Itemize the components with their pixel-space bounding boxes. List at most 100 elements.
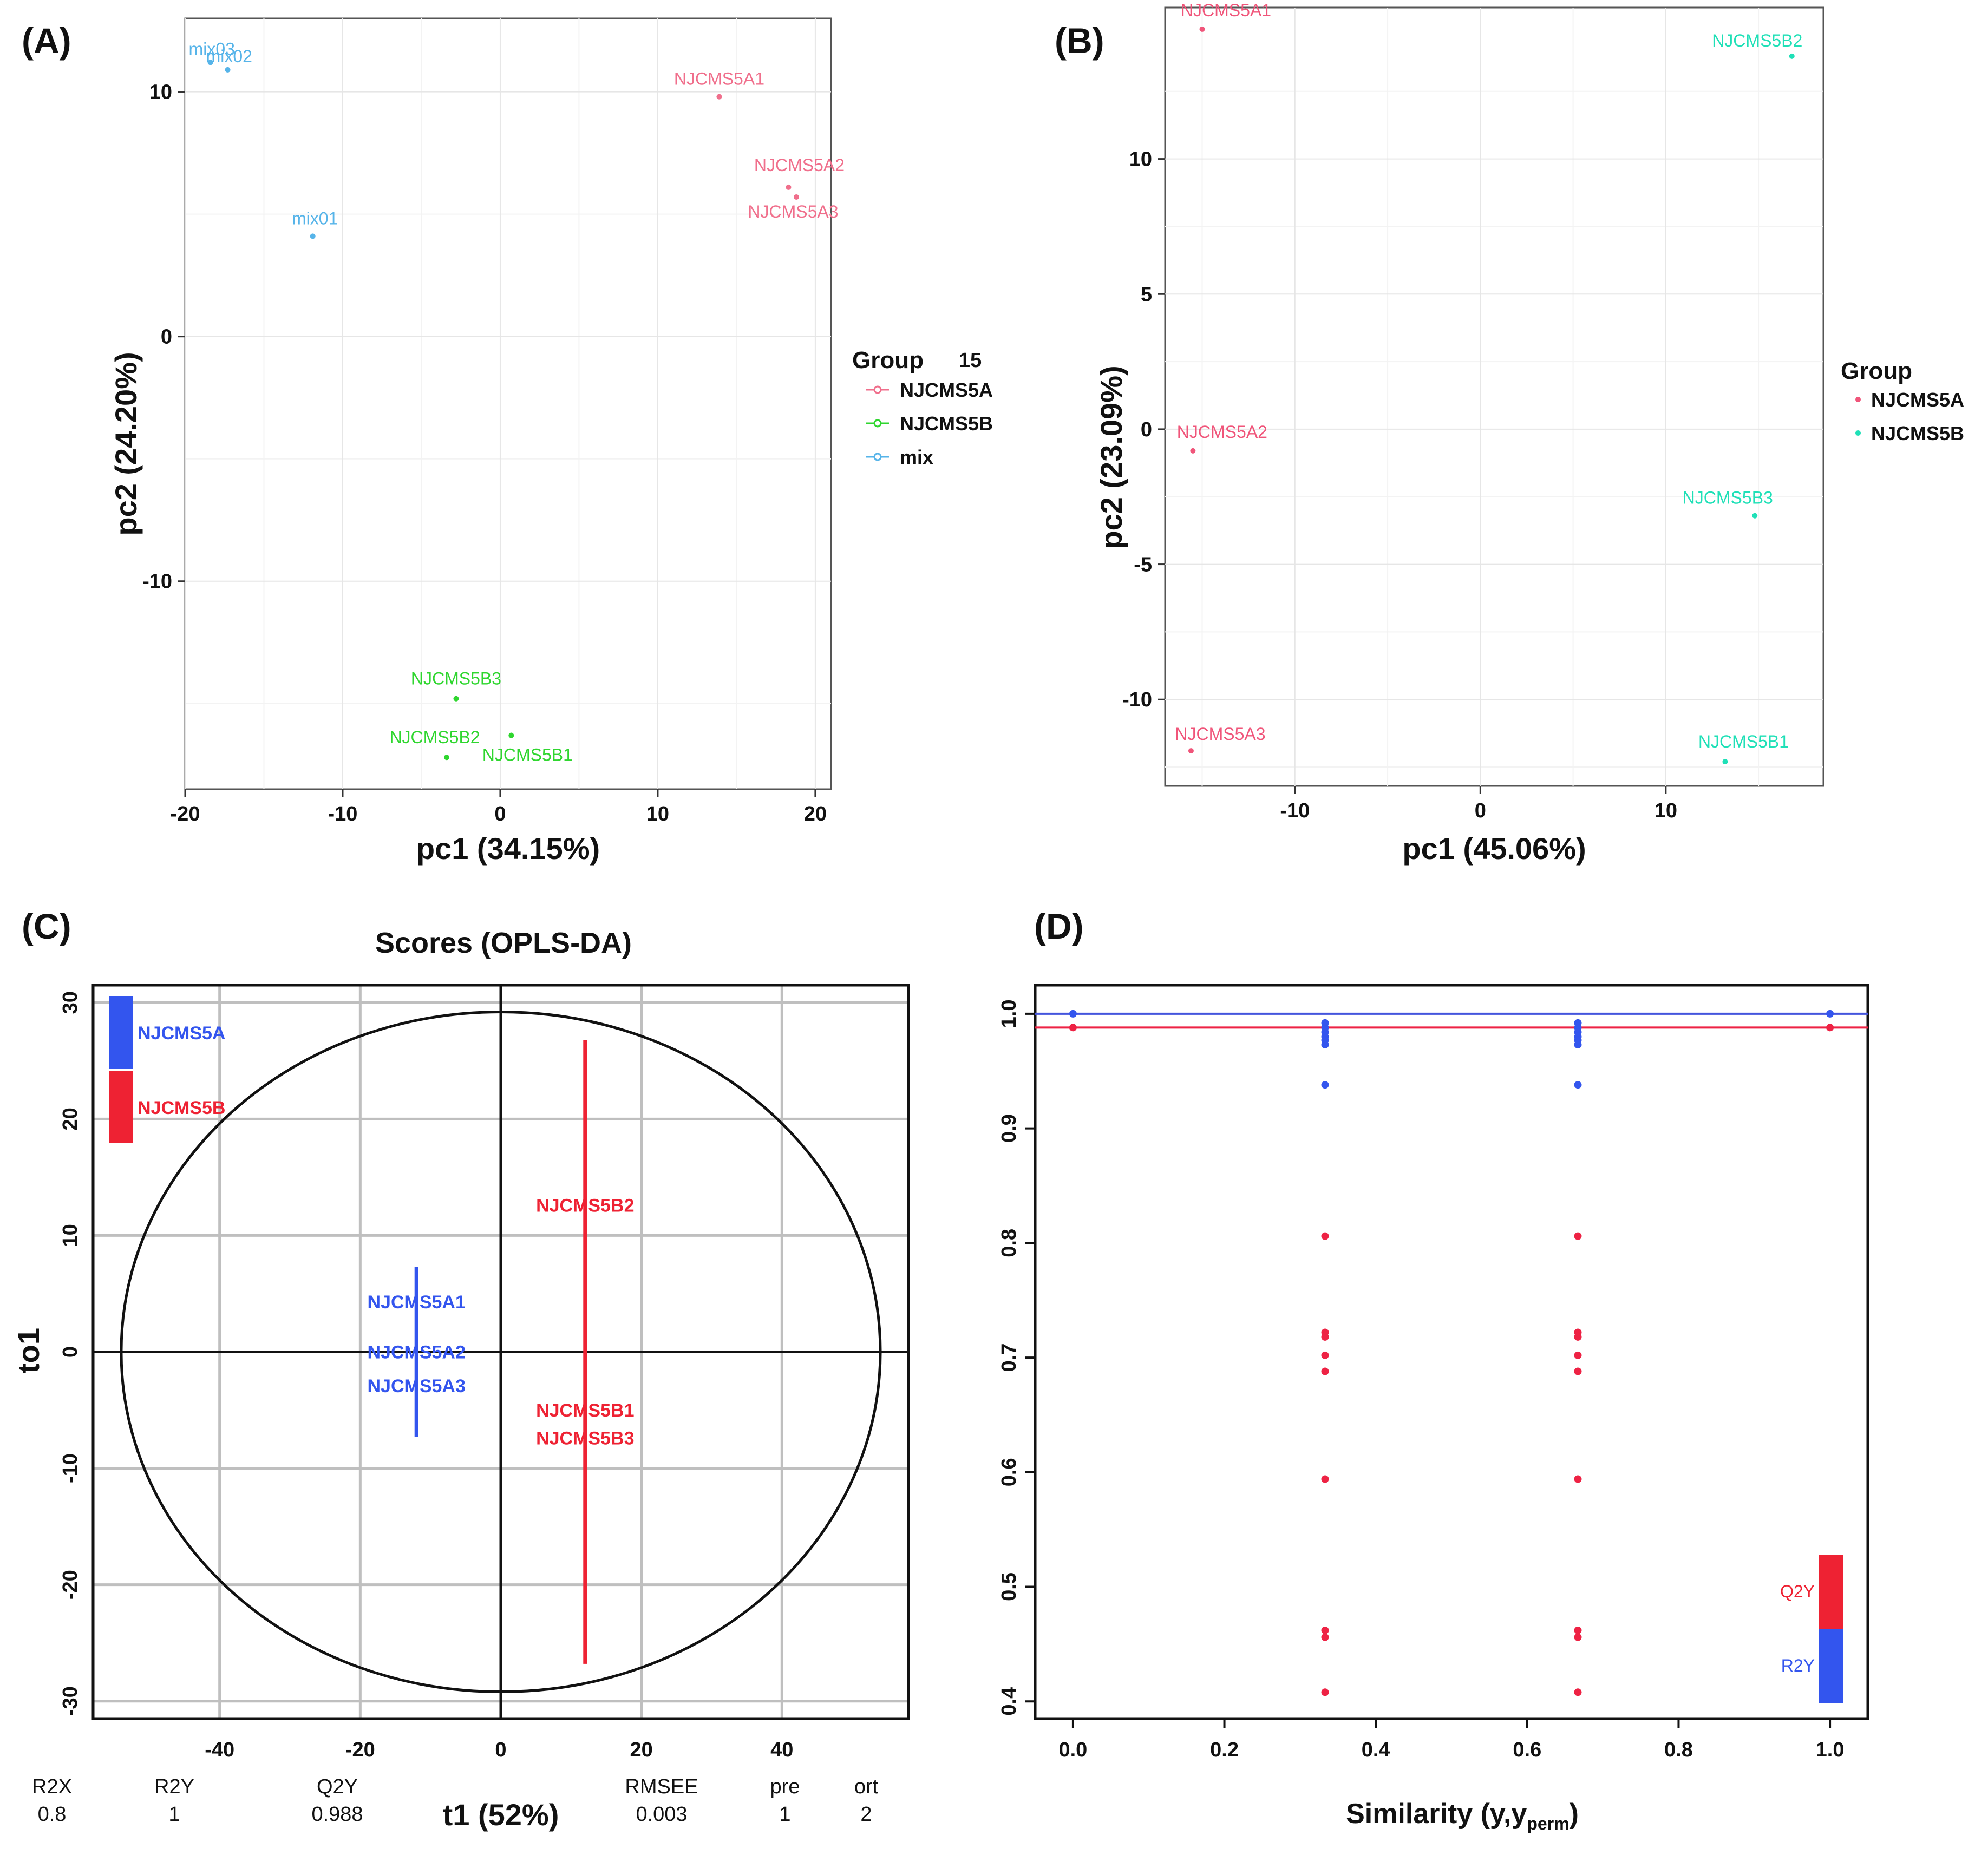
tick-label-x: 0.8 bbox=[1664, 1739, 1693, 1761]
point-njcms5b2 bbox=[1789, 53, 1795, 59]
point-njcms5a3 bbox=[793, 194, 799, 200]
point-mix01 bbox=[310, 233, 316, 239]
panel-label-a: (A) bbox=[22, 21, 71, 61]
point-r2y bbox=[1321, 1081, 1329, 1089]
point-q2y bbox=[1321, 1232, 1329, 1240]
stat-header-r2x: R2X bbox=[32, 1775, 72, 1798]
tick-label-y: 0 bbox=[59, 1346, 82, 1358]
tick-label-x: -10 bbox=[1280, 799, 1310, 822]
tick-label-y: -10 bbox=[142, 571, 172, 593]
point-q2y bbox=[1574, 1633, 1582, 1641]
point-q2y bbox=[1321, 1367, 1329, 1375]
legend-label-njcms5b: NJCMS5B bbox=[1871, 422, 1964, 444]
tick-label-y: 0.7 bbox=[998, 1343, 1021, 1372]
legend-swatch-r2y bbox=[1819, 1629, 1843, 1703]
tick-label-y: 10 bbox=[149, 81, 172, 104]
point-label-njcms5a2: NJCMS5A2 bbox=[368, 1342, 466, 1363]
annotation-a: 15 bbox=[959, 349, 982, 372]
point-label-njcms5a2: NJCMS5A2 bbox=[754, 155, 845, 175]
point-label-njcms5b1: NJCMS5B1 bbox=[536, 1400, 634, 1421]
tick-label-y: 1.0 bbox=[998, 1000, 1021, 1028]
point-r2y bbox=[1321, 1041, 1329, 1049]
legend-marker-njcms5b bbox=[1855, 430, 1861, 436]
panel-d: (D) 0.0 0.2 0.4 0.6 0.8 1.0 0.4 0.5 0.6 0.7 0.8 0.9 1… bbox=[998, 906, 1869, 1833]
plot-area-a bbox=[184, 17, 832, 790]
point-label-njcms5a1: NJCMS5A1 bbox=[1181, 1, 1271, 20]
panel-a: (A) -20 -10 0 10 20 -10 0 10 pc1 (34.15%) pc2 (24.… bbox=[22, 17, 993, 866]
x-axis-title-a: pc1 (34.15%) bbox=[416, 831, 600, 866]
tick-label-x: 20 bbox=[804, 803, 827, 825]
plot-area-b bbox=[1164, 6, 1824, 787]
legend-label-njcms5b: NJCMS5B bbox=[138, 1098, 225, 1118]
tick-label-x: 0 bbox=[494, 803, 506, 825]
tick-label-y: -10 bbox=[59, 1453, 82, 1483]
point-label-njcms5a3: NJCMS5A3 bbox=[748, 202, 838, 221]
point-q2y bbox=[1574, 1333, 1582, 1341]
point-r2y bbox=[1574, 1081, 1582, 1089]
tick-label-y: 0.8 bbox=[998, 1229, 1021, 1257]
x-axis-title-d: Similarity (y,yperm) bbox=[1346, 1798, 1579, 1833]
tick-label-y: -5 bbox=[1134, 554, 1152, 576]
confidence-ellipse bbox=[120, 1010, 882, 1694]
tick-label-y: 10 bbox=[59, 1224, 82, 1247]
point-label-njcms5b1: NJCMS5B1 bbox=[1698, 732, 1789, 751]
tick-label-y: 0.5 bbox=[998, 1572, 1021, 1601]
panel-b: (B) -10 0 10 -10 -5 0 5 10 pc1 (45.06%) pc2 (23.09… bbox=[1055, 1, 1964, 866]
point-njcms5a2 bbox=[1190, 448, 1196, 454]
tick-label-y: 30 bbox=[59, 991, 82, 1014]
stat-header-r2y: R2Y bbox=[154, 1775, 194, 1798]
tick-label-x: 10 bbox=[646, 803, 669, 825]
tick-label-x: 40 bbox=[770, 1739, 793, 1761]
x-axis-title-c: t1 (52%) bbox=[443, 1798, 559, 1832]
point-njcms5a1 bbox=[716, 94, 722, 100]
legend-title-a: Group bbox=[852, 347, 924, 373]
x-axis-title-end: ) bbox=[1570, 1798, 1579, 1830]
stat-value-r2x: 0.8 bbox=[38, 1803, 67, 1826]
x-axis-title-main: Similarity (y,y bbox=[1346, 1798, 1527, 1830]
tick-label-x: -40 bbox=[205, 1739, 234, 1761]
point-njcms5b3 bbox=[1752, 513, 1758, 519]
legend-swatch-q2y bbox=[1819, 1555, 1843, 1629]
stat-value-rmsee: 0.003 bbox=[636, 1803, 687, 1826]
plot-area-d bbox=[1034, 984, 1869, 1720]
tick-label-y: 10 bbox=[1129, 148, 1152, 171]
point-label-njcms5b1: NJCMS5B1 bbox=[482, 745, 573, 765]
stat-value-pre: 1 bbox=[779, 1803, 790, 1826]
tick-label-x: -20 bbox=[171, 803, 200, 825]
x-axis-title-b: pc1 (45.06%) bbox=[1402, 831, 1586, 866]
point-label-njcms5a2: NJCMS5A2 bbox=[1177, 422, 1267, 442]
point-q2y bbox=[1069, 1024, 1077, 1032]
legend-label-mix: mix bbox=[900, 446, 933, 468]
point-q2y bbox=[1826, 1024, 1834, 1032]
point-label-mix02: mix02 bbox=[206, 47, 252, 66]
point-njcms5b2 bbox=[444, 755, 450, 761]
point-q2y bbox=[1321, 1333, 1329, 1341]
stat-header-ort: ort bbox=[854, 1775, 879, 1798]
tick-label-y: -30 bbox=[59, 1686, 82, 1716]
stat-header-pre: pre bbox=[770, 1775, 800, 1798]
legend-label-njcms5a: NJCMS5A bbox=[900, 379, 993, 401]
tick-label-x: 20 bbox=[630, 1739, 653, 1761]
point-q2y bbox=[1321, 1351, 1329, 1359]
point-label-mix01: mix01 bbox=[292, 208, 338, 228]
legend-swatch-njcms5a bbox=[109, 996, 133, 1069]
point-njcms5b1 bbox=[508, 732, 514, 738]
point-q2y bbox=[1574, 1688, 1582, 1696]
tick-label-x: 1.0 bbox=[1816, 1739, 1845, 1761]
tick-label-x: 0 bbox=[495, 1739, 506, 1761]
tick-label-x: 10 bbox=[1655, 799, 1677, 822]
x-axis-title-subscript: perm bbox=[1527, 1814, 1569, 1833]
stat-value-q2y: 0.988 bbox=[311, 1803, 363, 1826]
point-label-njcms5b3: NJCMS5B3 bbox=[411, 669, 501, 689]
legend-label-njcms5a: NJCMS5A bbox=[1871, 389, 1964, 411]
point-q2y bbox=[1321, 1626, 1329, 1634]
legend-label-q2y: Q2Y bbox=[1780, 1582, 1815, 1601]
tick-label-x: 0.2 bbox=[1210, 1739, 1239, 1761]
point-r2y bbox=[1069, 1010, 1077, 1018]
point-label-njcms5a1: NJCMS5A1 bbox=[674, 69, 764, 89]
point-q2y bbox=[1574, 1351, 1582, 1359]
tick-label-x: -10 bbox=[328, 803, 358, 825]
stat-header-q2y: Q2Y bbox=[317, 1775, 358, 1798]
tick-label-y: -20 bbox=[59, 1570, 82, 1600]
